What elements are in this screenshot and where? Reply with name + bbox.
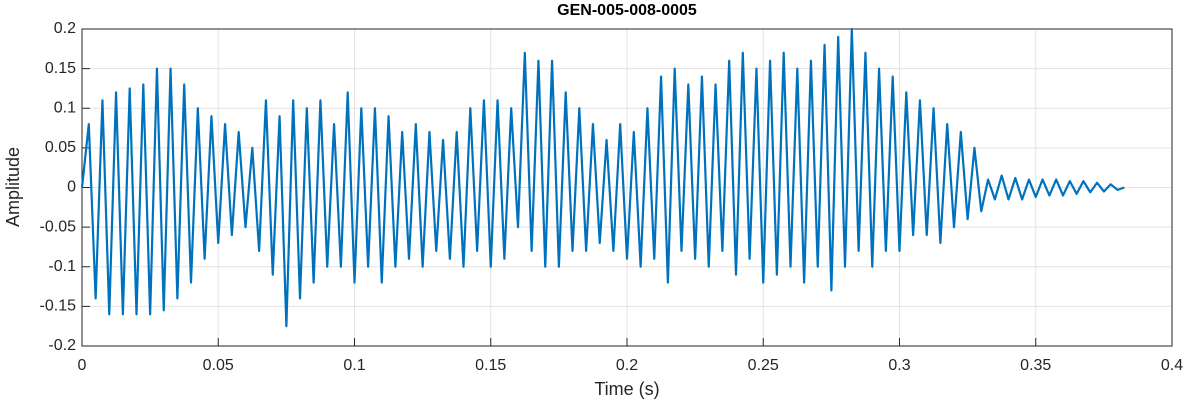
y-tick-label: -0.15 xyxy=(40,298,77,315)
waveform-line xyxy=(80,27,1125,328)
x-tick-label: 0.35 xyxy=(1020,357,1051,374)
y-tick-label: 0.2 xyxy=(54,20,76,37)
x-tick-label: 0.25 xyxy=(748,357,779,374)
x-tick-label: 0.1 xyxy=(343,357,365,374)
x-tick-label: 0.05 xyxy=(203,357,234,374)
y-tick-label: 0 xyxy=(67,179,76,196)
x-axis-label: Time (s) xyxy=(594,379,659,399)
y-tick-label: -0.1 xyxy=(48,258,76,275)
x-tick-label: 0.4 xyxy=(1161,357,1183,374)
x-tick-label: 0.3 xyxy=(888,357,910,374)
y-tick-label: 0.05 xyxy=(45,139,76,156)
y-tick-label: -0.05 xyxy=(40,218,77,235)
y-axis-label: Amplitude xyxy=(3,147,23,227)
x-tick-label: 0 xyxy=(78,357,87,374)
y-tick-label: 0.1 xyxy=(54,99,76,116)
x-tick-label: 0.2 xyxy=(616,357,638,374)
x-tick-label: 0.15 xyxy=(475,357,506,374)
chart-title: GEN-005-008-0005 xyxy=(557,2,697,19)
y-tick-label: 0.15 xyxy=(45,60,76,77)
y-tick-label: -0.2 xyxy=(48,337,76,354)
